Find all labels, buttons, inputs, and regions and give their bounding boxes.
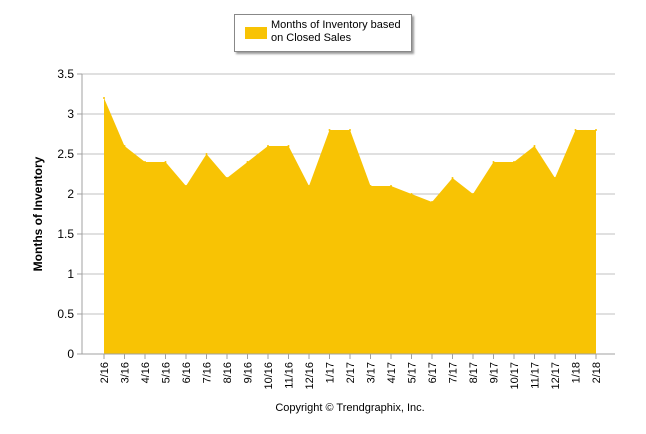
y-tick-labels: 0 0.5 1 1.5 2 2.5 3 3.5 xyxy=(57,67,74,361)
data-point xyxy=(123,145,126,147)
data-point xyxy=(185,185,187,187)
data-point xyxy=(246,161,249,163)
data-point xyxy=(369,185,372,187)
data-point xyxy=(308,185,310,187)
data-point xyxy=(226,177,228,179)
y-tick-label: 3.5 xyxy=(57,67,74,81)
data-point xyxy=(595,129,597,131)
y-tick-label: 2.5 xyxy=(57,147,74,161)
legend-label: Months of Inventory based on Closed Sale… xyxy=(271,19,401,44)
y-tick-label: 3 xyxy=(67,107,74,121)
x-tick-label: 4/17 xyxy=(386,362,398,383)
y-tick-label: 0 xyxy=(67,347,74,361)
data-point xyxy=(451,177,454,179)
x-tick-label: 5/17 xyxy=(407,362,419,383)
data-point xyxy=(554,177,556,179)
legend-swatch xyxy=(245,27,267,39)
x-tick-label: 1/17 xyxy=(325,362,337,383)
x-tick-label: 12/17 xyxy=(550,362,562,390)
x-tick-label: 7/16 xyxy=(202,362,214,383)
data-point xyxy=(205,153,208,155)
x-tick-label: 4/16 xyxy=(140,362,152,383)
data-point xyxy=(328,129,331,131)
y-tick-label: 2 xyxy=(67,187,74,201)
data-point xyxy=(103,97,105,99)
x-tick-label: 6/16 xyxy=(181,362,193,383)
data-point xyxy=(144,161,146,163)
y-tick-label: 1.5 xyxy=(57,227,74,241)
data-point xyxy=(287,145,290,147)
x-tick-label: 2/16 xyxy=(99,362,111,383)
x-tick-label: 6/17 xyxy=(427,362,439,383)
x-tick-label: 8/16 xyxy=(222,362,234,383)
data-point xyxy=(431,201,433,203)
area-series xyxy=(103,97,597,354)
data-point xyxy=(574,129,577,131)
x-tick-label: 11/16 xyxy=(284,362,296,389)
data-point xyxy=(390,185,392,187)
x-tick-label: 9/17 xyxy=(489,362,501,383)
data-point xyxy=(410,193,413,195)
data-point xyxy=(492,161,495,163)
y-axis-label: Months of Inventory xyxy=(31,156,45,271)
copyright-text: Copyright © Trendgraphix, Inc. xyxy=(275,402,425,414)
x-tick-label: 3/16 xyxy=(120,362,132,383)
area-fill xyxy=(104,98,596,354)
x-tick-label: 10/17 xyxy=(509,362,521,390)
x-tick-label: 9/16 xyxy=(243,362,255,383)
y-tick-label: 1 xyxy=(67,267,74,281)
x-tick-label: 3/17 xyxy=(366,362,378,383)
x-tick-label: 7/17 xyxy=(448,362,460,383)
x-tick-label: 5/16 xyxy=(161,362,173,383)
x-tick-label: 1/18 xyxy=(571,362,583,383)
data-point xyxy=(349,129,351,131)
x-tick-label: 8/17 xyxy=(468,362,480,383)
data-point xyxy=(533,145,536,147)
axes xyxy=(81,74,615,359)
x-tick-labels: 2/16 3/16 4/16 5/16 6/16 7/16 8/16 9/16 10/16 11/… xyxy=(99,362,603,390)
legend: Months of Inventory based on Closed Sale… xyxy=(234,14,412,52)
x-tick-label: 12/16 xyxy=(304,362,316,390)
data-point xyxy=(513,161,515,163)
y-tick-label: 0.5 xyxy=(57,307,74,321)
x-tick-label: 11/17 xyxy=(530,362,542,389)
data-point xyxy=(267,145,269,147)
x-tick-label: 10/16 xyxy=(263,362,275,390)
x-tick-label: 2/17 xyxy=(345,362,357,383)
x-tick-label: 2/18 xyxy=(591,362,603,383)
data-point xyxy=(472,193,474,195)
data-point xyxy=(164,161,167,163)
